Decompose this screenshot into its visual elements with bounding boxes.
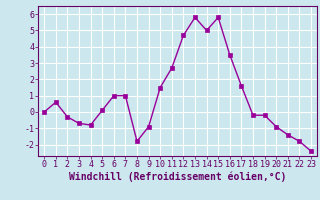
X-axis label: Windchill (Refroidissement éolien,°C): Windchill (Refroidissement éolien,°C) [69, 172, 286, 182]
